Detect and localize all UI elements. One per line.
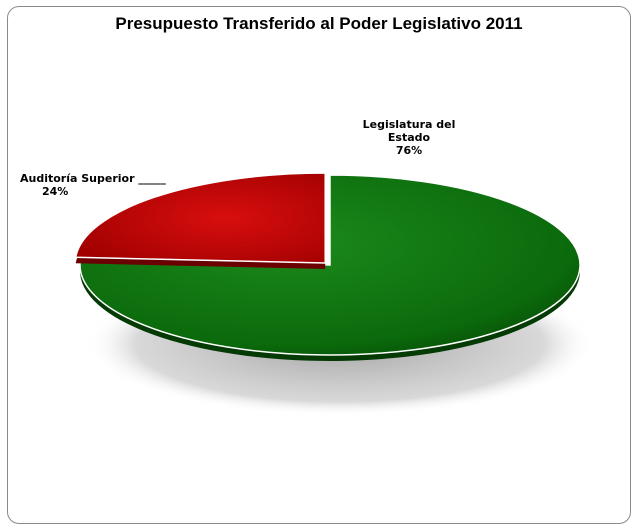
slice-value-legislatura: 76% [395, 144, 423, 157]
slice-name-line2: Estado [387, 131, 431, 144]
pie-slice-auditoria [74, 172, 326, 264]
slice-label-legislatura: Legislatura del Estado 76% [353, 118, 465, 157]
pie-slice-legislatura [79, 174, 581, 356]
slice-name-line1: Legislatura del [362, 118, 456, 131]
slice-value-auditoria: 24% [42, 185, 69, 198]
slice-label-auditoria: Auditoría Superior _____ 24% [20, 172, 180, 198]
chart-title: Presupuesto Transferido al Poder Legisla… [115, 14, 523, 33]
slice-name-auditoria: Auditoría Superior [20, 172, 135, 185]
